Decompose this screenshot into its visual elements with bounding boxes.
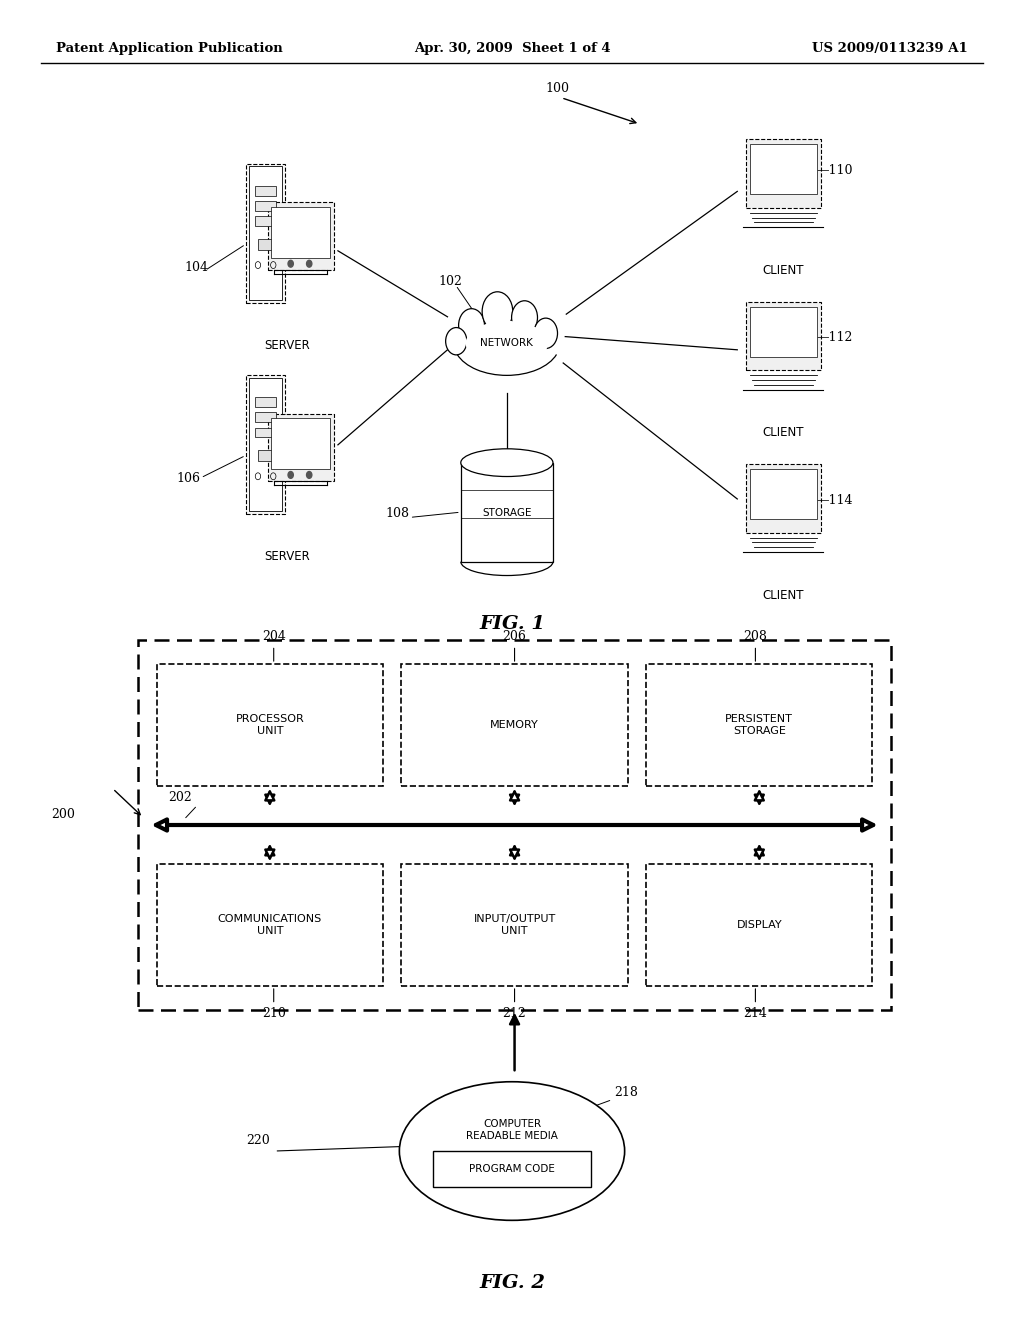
Text: 208: 208 bbox=[743, 630, 767, 643]
Text: DISPLAY: DISPLAY bbox=[736, 920, 782, 931]
Circle shape bbox=[445, 327, 467, 355]
Text: 212: 212 bbox=[503, 1007, 526, 1020]
FancyBboxPatch shape bbox=[249, 166, 283, 300]
Text: —112: —112 bbox=[816, 330, 853, 343]
Text: CLIENT: CLIENT bbox=[763, 264, 804, 277]
FancyBboxPatch shape bbox=[267, 413, 334, 480]
Text: 108: 108 bbox=[385, 507, 409, 520]
FancyBboxPatch shape bbox=[249, 378, 283, 511]
FancyBboxPatch shape bbox=[433, 1151, 591, 1187]
Text: FIG. 2: FIG. 2 bbox=[479, 1274, 545, 1292]
FancyBboxPatch shape bbox=[401, 664, 628, 785]
Circle shape bbox=[482, 292, 513, 331]
FancyBboxPatch shape bbox=[646, 865, 872, 986]
Text: Apr. 30, 2009  Sheet 1 of 4: Apr. 30, 2009 Sheet 1 of 4 bbox=[414, 42, 610, 55]
FancyBboxPatch shape bbox=[255, 428, 275, 437]
Text: PROGRAM CODE: PROGRAM CODE bbox=[469, 1164, 555, 1173]
Circle shape bbox=[512, 301, 538, 334]
FancyBboxPatch shape bbox=[750, 144, 817, 194]
FancyBboxPatch shape bbox=[646, 664, 872, 785]
Circle shape bbox=[306, 471, 312, 478]
Text: SERVER: SERVER bbox=[264, 550, 309, 564]
Circle shape bbox=[306, 260, 312, 267]
Circle shape bbox=[534, 318, 557, 348]
Text: CLIENT: CLIENT bbox=[763, 589, 804, 602]
FancyBboxPatch shape bbox=[746, 465, 820, 533]
FancyBboxPatch shape bbox=[746, 140, 820, 209]
Text: US 2009/0113239 A1: US 2009/0113239 A1 bbox=[812, 42, 968, 55]
Circle shape bbox=[459, 309, 484, 342]
Ellipse shape bbox=[454, 312, 560, 375]
Text: MEMORY: MEMORY bbox=[490, 719, 539, 730]
Text: 106: 106 bbox=[176, 471, 200, 484]
Text: NETWORK: NETWORK bbox=[480, 338, 534, 348]
Text: 220: 220 bbox=[246, 1134, 269, 1147]
Text: CLIENT: CLIENT bbox=[763, 426, 804, 440]
Text: 218: 218 bbox=[614, 1085, 638, 1098]
Text: PERSISTENT
STORAGE: PERSISTENT STORAGE bbox=[725, 714, 794, 735]
FancyBboxPatch shape bbox=[157, 865, 383, 986]
Text: INPUT/OUTPUT
UNIT: INPUT/OUTPUT UNIT bbox=[473, 915, 556, 936]
Text: STORAGE: STORAGE bbox=[482, 508, 531, 519]
Text: —114: —114 bbox=[816, 494, 853, 507]
Text: 200: 200 bbox=[51, 808, 75, 821]
Text: 210: 210 bbox=[262, 1007, 286, 1020]
FancyBboxPatch shape bbox=[247, 375, 285, 513]
Ellipse shape bbox=[399, 1082, 625, 1220]
FancyBboxPatch shape bbox=[271, 207, 330, 257]
Text: 204: 204 bbox=[262, 630, 286, 643]
Circle shape bbox=[288, 471, 293, 478]
FancyBboxPatch shape bbox=[461, 463, 553, 562]
Text: 216: 216 bbox=[500, 1197, 523, 1210]
FancyBboxPatch shape bbox=[258, 450, 272, 461]
Text: COMMUNICATIONS
UNIT: COMMUNICATIONS UNIT bbox=[218, 915, 322, 936]
FancyBboxPatch shape bbox=[271, 418, 330, 469]
FancyBboxPatch shape bbox=[255, 216, 275, 226]
FancyBboxPatch shape bbox=[247, 164, 285, 302]
Text: COMPUTER
READABLE MEDIA: COMPUTER READABLE MEDIA bbox=[466, 1119, 558, 1140]
Text: 206: 206 bbox=[503, 630, 526, 643]
Text: —110: —110 bbox=[816, 164, 853, 177]
FancyBboxPatch shape bbox=[255, 412, 275, 422]
Circle shape bbox=[288, 260, 293, 267]
Text: FIG. 1: FIG. 1 bbox=[479, 615, 545, 634]
Text: PROCESSOR
UNIT: PROCESSOR UNIT bbox=[236, 714, 304, 735]
FancyBboxPatch shape bbox=[750, 306, 817, 356]
FancyBboxPatch shape bbox=[267, 202, 334, 269]
Ellipse shape bbox=[461, 449, 553, 477]
Text: 202: 202 bbox=[168, 791, 191, 804]
FancyBboxPatch shape bbox=[255, 186, 275, 195]
FancyBboxPatch shape bbox=[750, 469, 817, 519]
Text: 104: 104 bbox=[184, 260, 208, 273]
FancyBboxPatch shape bbox=[255, 201, 275, 211]
Text: 100: 100 bbox=[546, 82, 569, 95]
Text: SERVER: SERVER bbox=[264, 339, 309, 352]
FancyBboxPatch shape bbox=[157, 664, 383, 785]
FancyBboxPatch shape bbox=[401, 865, 628, 986]
FancyBboxPatch shape bbox=[746, 302, 820, 371]
Text: Patent Application Publication: Patent Application Publication bbox=[56, 42, 283, 55]
FancyBboxPatch shape bbox=[255, 397, 275, 407]
Text: 102: 102 bbox=[438, 275, 462, 288]
Ellipse shape bbox=[466, 321, 548, 366]
Text: 214: 214 bbox=[743, 1007, 767, 1020]
FancyBboxPatch shape bbox=[258, 239, 272, 249]
FancyBboxPatch shape bbox=[138, 640, 891, 1010]
